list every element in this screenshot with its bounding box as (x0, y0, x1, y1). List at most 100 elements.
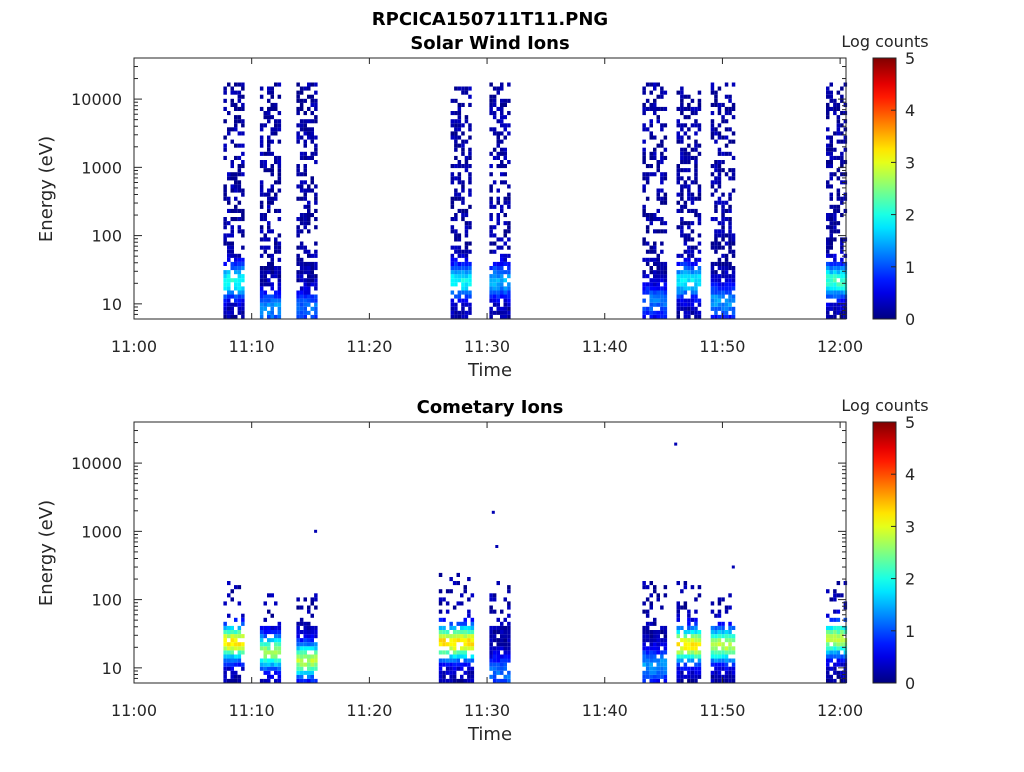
spectrogram-cell (680, 225, 684, 230)
spectrogram-cell (687, 674, 691, 679)
spectrogram-cell (728, 225, 732, 230)
spectrogram-cell (237, 585, 242, 590)
spectrogram-cell (836, 290, 841, 295)
spectrogram-cell (234, 278, 238, 283)
x-tick-label: 11:30 (464, 337, 510, 356)
spectrogram-cell (449, 670, 453, 675)
spectrogram-cell (263, 123, 267, 128)
spectrogram-cell (223, 217, 227, 222)
spectrogram-cell (717, 123, 722, 128)
spectrogram-cell (714, 204, 718, 209)
spectrogram-cell (836, 127, 841, 132)
spectrogram-cell (234, 670, 238, 675)
spectrogram-cell (503, 164, 507, 169)
spectrogram-cell (299, 127, 304, 132)
spectrogram-cell (267, 278, 271, 283)
spectrogram-cell (259, 245, 264, 250)
spectrogram-cell (660, 650, 664, 655)
spectrogram-cell (470, 658, 475, 663)
spectrogram-cell (489, 278, 493, 283)
spectrogram-cell (721, 229, 725, 234)
spectrogram-cell (296, 678, 300, 683)
spectrogram-cell (299, 630, 304, 635)
spectrogram-cell (296, 90, 300, 95)
spectrogram-cell (277, 286, 282, 291)
spectrogram-cell (461, 196, 465, 201)
spectrogram-cell (492, 658, 497, 663)
spectrogram-cell (649, 294, 653, 299)
spectrogram-cell (296, 658, 300, 663)
spectrogram-cell (687, 253, 691, 258)
spectrogram-cell (492, 131, 497, 136)
spectrogram-cell (840, 257, 844, 262)
spectrogram-cell (717, 168, 722, 173)
spectrogram-cell (227, 208, 231, 213)
spectrogram-cell (724, 208, 729, 213)
spectrogram-cell (270, 270, 274, 275)
spectrogram-cell (296, 290, 300, 295)
spectrogram-cell (234, 143, 238, 148)
spectrogram-cell (234, 261, 238, 266)
spectrogram-cell (259, 188, 264, 193)
spectrogram-cell (731, 139, 736, 144)
spectrogram-cell (496, 270, 500, 275)
spectrogram-cell (676, 294, 680, 299)
spectrogram-cell (833, 314, 837, 319)
spectrogram-cell (227, 82, 231, 87)
spectrogram-cell (731, 237, 736, 242)
spectrogram-cell (259, 86, 264, 91)
spectrogram-cell (503, 678, 507, 683)
spectrogram-cell (829, 155, 833, 160)
spectrogram-cell (496, 282, 500, 287)
spectrogram-cell (500, 98, 504, 103)
spectrogram-cell (676, 168, 680, 173)
spectrogram-cell (833, 261, 837, 266)
spectrogram-cell (697, 310, 702, 315)
spectrogram-cell (680, 192, 684, 197)
spectrogram-cell (299, 266, 304, 271)
spectrogram-cell (468, 176, 472, 181)
spectrogram-cell (299, 86, 304, 91)
spectrogram-cell (507, 650, 511, 655)
spectrogram-cell (714, 164, 718, 169)
spectrogram-cell (843, 278, 848, 283)
spectrogram-cell (489, 310, 493, 315)
spectrogram-cell (642, 127, 646, 132)
spectrogram-cell (270, 106, 274, 111)
spectrogram-cell (492, 274, 497, 279)
spectrogram-cell (445, 642, 450, 647)
spectrogram-cell (663, 229, 668, 234)
spectrogram-cell (274, 270, 278, 275)
spectrogram-cell (314, 217, 318, 222)
spectrogram-cell (676, 581, 680, 586)
spectrogram-cell (680, 94, 684, 99)
spectrogram-cell (299, 642, 304, 647)
spectrogram-cell (296, 302, 300, 307)
spectrogram-cell (457, 111, 462, 116)
spectrogram-cell (728, 286, 732, 291)
spectrogram-cell (680, 646, 684, 651)
spectrogram-cell (826, 650, 830, 655)
spectrogram-cell (833, 638, 837, 643)
spectrogram-cell (299, 213, 304, 218)
spectrogram-cell (687, 155, 691, 160)
spectrogram-cell (724, 261, 729, 266)
spectrogram-cell (663, 585, 668, 590)
spectrogram-cell (296, 111, 300, 116)
spectrogram-cell (653, 642, 657, 647)
spectrogram-cell (697, 274, 702, 279)
spectrogram-cell (714, 310, 718, 315)
spectrogram-cell (503, 253, 507, 258)
spectrogram-cell (310, 646, 314, 651)
spectrogram-cell (234, 196, 238, 201)
spectrogram-cell (690, 147, 695, 152)
spectrogram-cell (500, 286, 504, 291)
spectrogram-cell (307, 155, 311, 160)
spectrogram-cell (467, 609, 471, 614)
spectrogram-cell (676, 123, 680, 128)
spectrogram-cell (314, 160, 318, 165)
spectrogram-cell (721, 115, 725, 120)
spectrogram-cell (227, 646, 231, 651)
spectrogram-cell (470, 621, 475, 626)
spectrogram-cell (277, 678, 282, 683)
